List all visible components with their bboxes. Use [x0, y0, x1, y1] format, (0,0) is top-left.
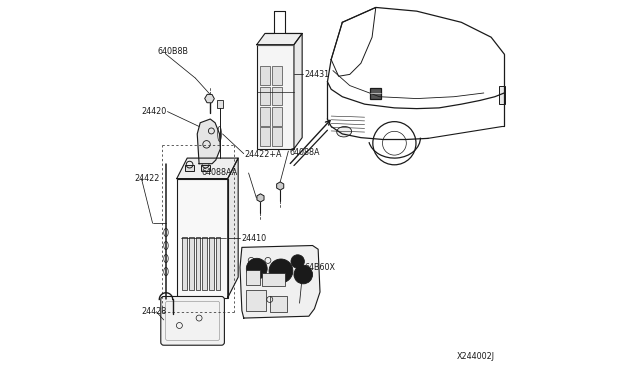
Bar	[272, 107, 282, 126]
Bar	[257, 45, 294, 149]
Bar	[202, 237, 207, 290]
Text: 640B8B: 640B8B	[157, 47, 188, 56]
Bar	[260, 87, 270, 105]
Text: 24422: 24422	[135, 174, 160, 183]
Bar	[260, 66, 270, 85]
Bar	[189, 237, 193, 290]
Text: 64B60X: 64B60X	[305, 263, 335, 272]
Text: 24422+A: 24422+A	[245, 150, 282, 159]
Bar	[260, 107, 270, 126]
Circle shape	[269, 259, 293, 283]
Bar	[272, 66, 282, 85]
Text: 24431: 24431	[305, 70, 330, 79]
Bar	[196, 237, 200, 290]
Bar	[272, 127, 282, 146]
Bar	[202, 164, 210, 170]
Bar	[370, 88, 381, 99]
FancyBboxPatch shape	[161, 296, 225, 345]
Text: 24428: 24428	[141, 307, 166, 316]
Text: 24410: 24410	[241, 234, 266, 243]
Circle shape	[294, 265, 312, 284]
Bar	[499, 86, 505, 104]
Polygon shape	[257, 33, 302, 45]
Polygon shape	[240, 246, 320, 318]
Text: 64088AA: 64088AA	[202, 169, 238, 177]
Bar	[262, 273, 285, 286]
Circle shape	[291, 255, 305, 268]
Bar	[246, 290, 266, 311]
Bar	[216, 100, 223, 108]
Bar	[209, 237, 214, 290]
Bar	[260, 127, 270, 146]
Bar	[216, 237, 220, 290]
Circle shape	[246, 258, 267, 279]
Bar	[177, 179, 228, 298]
Bar	[246, 270, 260, 285]
Polygon shape	[177, 158, 238, 179]
Bar	[270, 296, 287, 312]
Polygon shape	[294, 33, 302, 149]
Ellipse shape	[337, 126, 351, 137]
Text: X244002J: X244002J	[457, 352, 495, 361]
Polygon shape	[228, 158, 238, 298]
Text: 24420: 24420	[141, 107, 166, 116]
Bar	[272, 87, 282, 105]
Bar	[182, 237, 187, 290]
Polygon shape	[197, 119, 220, 164]
Text: 64088A: 64088A	[289, 148, 320, 157]
Bar	[186, 164, 194, 170]
